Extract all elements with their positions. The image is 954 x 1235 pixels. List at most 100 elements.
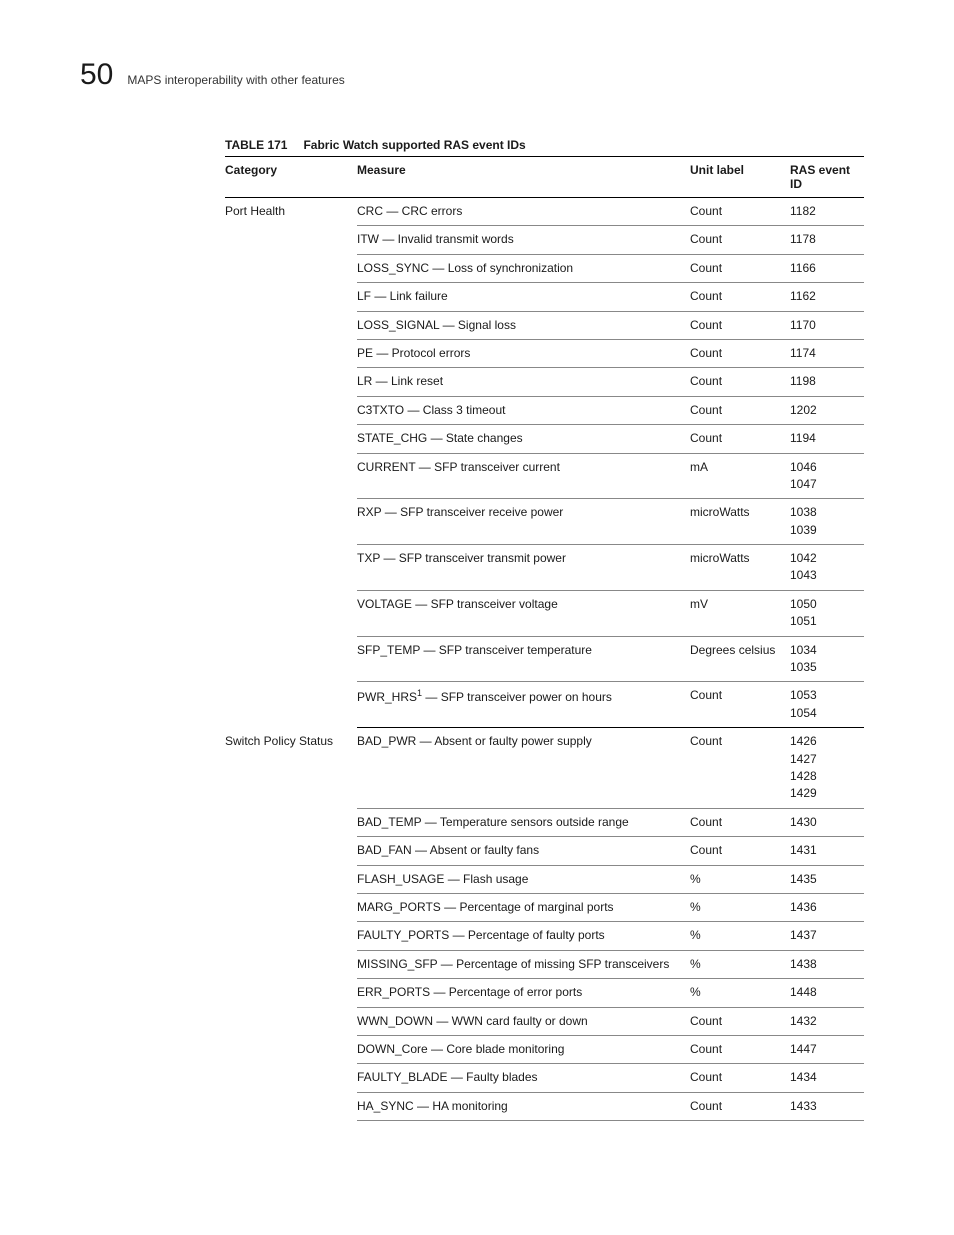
measure-cell: SFP_TEMP — SFP transceiver temperature: [357, 636, 690, 682]
ras-cell: 1166: [790, 254, 864, 282]
measure-cell: LOSS_SIGNAL — Signal loss: [357, 311, 690, 339]
unit-cell: %: [690, 922, 790, 950]
measure-cell: ITW — Invalid transmit words: [357, 226, 690, 254]
measure-cell: MARG_PORTS — Percentage of marginal port…: [357, 893, 690, 921]
measure-cell: PWR_HRS1 — SFP transceiver power on hour…: [357, 682, 690, 728]
measure-cell: BAD_TEMP — Temperature sensors outside r…: [357, 808, 690, 836]
unit-cell: Count: [690, 226, 790, 254]
unit-cell: Count: [690, 837, 790, 865]
measure-cell: BAD_PWR — Absent or faulty power supply: [357, 728, 690, 809]
measure-cell: HA_SYNC — HA monitoring: [357, 1092, 690, 1120]
measure-cell: FLASH_USAGE — Flash usage: [357, 865, 690, 893]
ras-cell: 1178: [790, 226, 864, 254]
unit-cell: Count: [690, 1035, 790, 1063]
measure-cell: MISSING_SFP — Percentage of missing SFP …: [357, 950, 690, 978]
measure-cell: CRC — CRC errors: [357, 198, 690, 226]
ras-cell: 1202: [790, 396, 864, 424]
measure-cell: LR — Link reset: [357, 368, 690, 396]
measure-cell: CURRENT — SFP transceiver current: [357, 453, 690, 499]
ras-cell: 1182: [790, 198, 864, 226]
ras-cell: 1426 1427 1428 1429: [790, 728, 864, 809]
measure-cell: C3TXTO — Class 3 timeout: [357, 396, 690, 424]
measure-cell: WWN_DOWN — WWN card faulty or down: [357, 1007, 690, 1035]
ras-cell: 1053 1054: [790, 682, 864, 728]
unit-cell: mV: [690, 590, 790, 636]
page: 50 MAPS interoperability with other feat…: [0, 0, 954, 1235]
ras-cell: 1194: [790, 425, 864, 453]
chapter-number: 50: [80, 60, 113, 90]
measure-cell: TXP — SFP transceiver transmit power: [357, 545, 690, 591]
ras-cell: 1174: [790, 339, 864, 367]
chapter-title: MAPS interoperability with other feature…: [127, 73, 344, 87]
unit-cell: Count: [690, 339, 790, 367]
unit-cell: Count: [690, 682, 790, 728]
measure-cell: RXP — SFP transceiver receive power: [357, 499, 690, 545]
ras-cell: 1038 1039: [790, 499, 864, 545]
page-header: 50 MAPS interoperability with other feat…: [80, 60, 864, 90]
unit-cell: microWatts: [690, 499, 790, 545]
unit-cell: Count: [690, 198, 790, 226]
unit-cell: Count: [690, 1092, 790, 1120]
ras-cell: 1437: [790, 922, 864, 950]
col-header-unit: Unit label: [690, 157, 790, 198]
ras-cell: 1431: [790, 837, 864, 865]
ras-cell: 1436: [790, 893, 864, 921]
measure-cell: DOWN_Core — Core blade monitoring: [357, 1035, 690, 1063]
measure-cell: LF — Link failure: [357, 283, 690, 311]
measure-cell: LOSS_SYNC — Loss of synchronization: [357, 254, 690, 282]
ras-cell: 1448: [790, 979, 864, 1007]
table-header-row: Category Measure Unit label RAS event ID: [225, 157, 864, 198]
measure-cell: FAULTY_BLADE — Faulty blades: [357, 1064, 690, 1092]
col-header-ras: RAS event ID: [790, 157, 864, 198]
category-cell: Switch Policy Status: [225, 728, 357, 1121]
unit-cell: %: [690, 979, 790, 1007]
ras-cell: 1438: [790, 950, 864, 978]
category-cell: Port Health: [225, 198, 357, 728]
ras-cell: 1046 1047: [790, 453, 864, 499]
unit-cell: Count: [690, 1064, 790, 1092]
unit-cell: Count: [690, 425, 790, 453]
unit-cell: Count: [690, 1007, 790, 1035]
unit-cell: mA: [690, 453, 790, 499]
table-caption: TABLE 171 Fabric Watch supported RAS eve…: [225, 138, 864, 152]
table-body: Port HealthCRC — CRC errorsCount1182ITW …: [225, 198, 864, 1121]
col-header-measure: Measure: [357, 157, 690, 198]
unit-cell: microWatts: [690, 545, 790, 591]
ras-events-table: Category Measure Unit label RAS event ID…: [225, 156, 864, 1121]
measure-cell: PE — Protocol errors: [357, 339, 690, 367]
ras-cell: 1042 1043: [790, 545, 864, 591]
table-title: Fabric Watch supported RAS event IDs: [303, 138, 525, 152]
ras-cell: 1432: [790, 1007, 864, 1035]
table-row: Port HealthCRC — CRC errorsCount1182: [225, 198, 864, 226]
unit-cell: Count: [690, 368, 790, 396]
table-row: Switch Policy StatusBAD_PWR — Absent or …: [225, 728, 864, 809]
ras-cell: 1162: [790, 283, 864, 311]
unit-cell: %: [690, 893, 790, 921]
ras-cell: 1435: [790, 865, 864, 893]
unit-cell: Count: [690, 254, 790, 282]
unit-cell: %: [690, 865, 790, 893]
table-container: TABLE 171 Fabric Watch supported RAS eve…: [225, 138, 864, 1121]
ras-cell: 1447: [790, 1035, 864, 1063]
measure-cell: STATE_CHG — State changes: [357, 425, 690, 453]
ras-cell: 1198: [790, 368, 864, 396]
unit-cell: Count: [690, 283, 790, 311]
col-header-category: Category: [225, 157, 357, 198]
unit-cell: %: [690, 950, 790, 978]
ras-cell: 1034 1035: [790, 636, 864, 682]
measure-cell: FAULTY_PORTS — Percentage of faulty port…: [357, 922, 690, 950]
ras-cell: 1050 1051: [790, 590, 864, 636]
ras-cell: 1434: [790, 1064, 864, 1092]
unit-cell: Count: [690, 311, 790, 339]
measure-cell: VOLTAGE — SFP transceiver voltage: [357, 590, 690, 636]
unit-cell: Count: [690, 396, 790, 424]
measure-cell: ERR_PORTS — Percentage of error ports: [357, 979, 690, 1007]
table-label: TABLE 171: [225, 138, 287, 152]
unit-cell: Count: [690, 808, 790, 836]
unit-cell: Count: [690, 728, 790, 809]
ras-cell: 1433: [790, 1092, 864, 1120]
ras-cell: 1170: [790, 311, 864, 339]
unit-cell: Degrees celsius: [690, 636, 790, 682]
ras-cell: 1430: [790, 808, 864, 836]
measure-cell: BAD_FAN — Absent or faulty fans: [357, 837, 690, 865]
